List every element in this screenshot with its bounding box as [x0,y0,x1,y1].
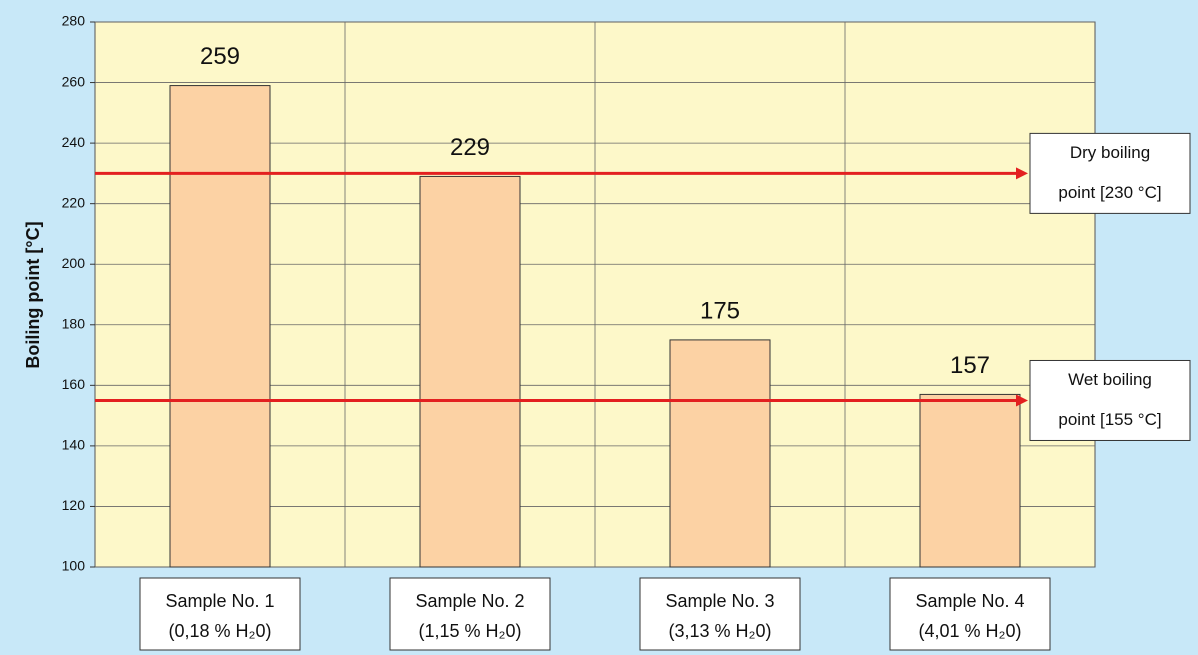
y-axis-label: Boiling point [°C] [23,221,43,368]
bar [169,85,271,568]
y-tick-label: 260 [62,73,86,89]
reference-label-box [1029,359,1191,441]
reference-arrowhead [1016,394,1028,407]
y-tick-label: 140 [62,437,86,453]
bar [669,339,771,568]
x-tick-label: Sample No. 1 [165,591,274,611]
reference-label: Dry boiling [1070,143,1150,162]
x-tick-note: (0,18 % H₂0) [168,621,271,641]
data-label: 157 [950,352,990,379]
y-tick-label: 240 [62,134,86,150]
data-label: 259 [200,43,240,70]
x-tick-label: Sample No. 2 [415,591,524,611]
y-tick-label: 100 [62,558,86,574]
category-box [889,577,1051,651]
category-box [389,577,551,651]
category-box [639,577,801,651]
x-tick-note: (4,01 % H₂0) [918,621,1021,641]
y-tick-label: 200 [62,255,86,271]
data-label: 229 [450,134,490,161]
y-tick-label: 120 [62,497,86,513]
bar [919,393,1021,568]
reference-label: point [155 °C] [1058,410,1161,429]
x-tick-label: Sample No. 4 [915,591,1024,611]
y-tick-label: 180 [62,315,86,331]
y-tick-label: 280 [62,13,86,29]
reference-label: Wet boiling [1068,370,1152,389]
reference-label: point [230 °C] [1058,183,1161,202]
reference-label-box [1029,132,1191,214]
y-tick-label: 160 [62,376,86,392]
reference-arrowhead [1016,167,1028,180]
x-tick-note: (3,13 % H₂0) [668,621,771,641]
bar [419,175,521,568]
data-label: 175 [700,297,740,324]
x-tick-note: (1,15 % H₂0) [418,621,521,641]
category-box [139,577,301,651]
y-tick-label: 220 [62,194,86,210]
x-tick-label: Sample No. 3 [665,591,774,611]
